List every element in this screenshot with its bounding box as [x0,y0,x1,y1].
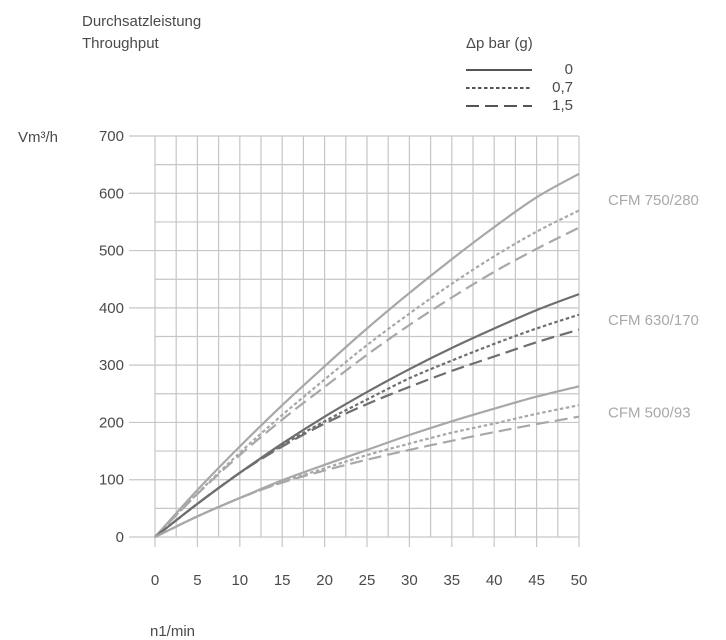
curve-0-dashed [154,226,580,538]
curve-0-solid [154,172,580,538]
y-tick-label: 600 [99,185,124,202]
legend-label: 0,7 [552,79,573,96]
y-tick-label: 300 [99,357,124,374]
x-tick-label: 15 [274,572,291,589]
curve-1-dotted [154,313,580,538]
grid [129,135,580,547]
model-label: CFM 750/280 [608,192,699,209]
curves [154,172,580,538]
model-labels: CFM 750/280 CFM 630/170 CFM 500/93 [608,192,699,422]
y-tick-label: 700 [99,128,124,145]
legend: Δp bar (g) 00,71,5 [466,35,573,114]
x-tick-label: 35 [443,572,460,589]
x-tick-label: 5 [193,572,201,589]
x-tick-label: 0 [151,572,159,589]
x-tick-label: 40 [486,572,503,589]
curve-2-dashed [154,415,580,538]
x-tick-label: 20 [316,572,333,589]
axis-ticks: 0 5 10 15 20 25 30 35 40 45 5001002003004005006007… [99,128,587,589]
legend-title: Δp bar (g) [466,35,533,52]
model-label: CFM 500/93 [608,404,691,421]
x-tick-label: 10 [231,572,248,589]
y-tick-label: 400 [99,300,124,317]
y-axis-label: Vm³/h [18,129,58,146]
x-tick-label: 45 [528,572,545,589]
model-label: CFM 630/170 [608,312,699,329]
legend-label: 1,5 [552,97,573,114]
legend-label: 0 [565,61,573,78]
x-tick-label: 50 [571,572,588,589]
y-tick-label: 100 [99,472,124,489]
y-tick-label: 500 [99,243,124,260]
x-axis-label: n1/min [150,623,195,640]
chart-title: Durchsatzleistung [82,13,201,30]
curve-1-dashed [154,328,580,538]
chart-subtitle: Throughput [82,35,160,52]
y-tick-label: 0 [116,529,124,546]
x-tick-label: 30 [401,572,418,589]
y-tick-label: 200 [99,414,124,431]
curve-0-dotted [154,209,580,538]
x-tick-label: 25 [359,572,376,589]
